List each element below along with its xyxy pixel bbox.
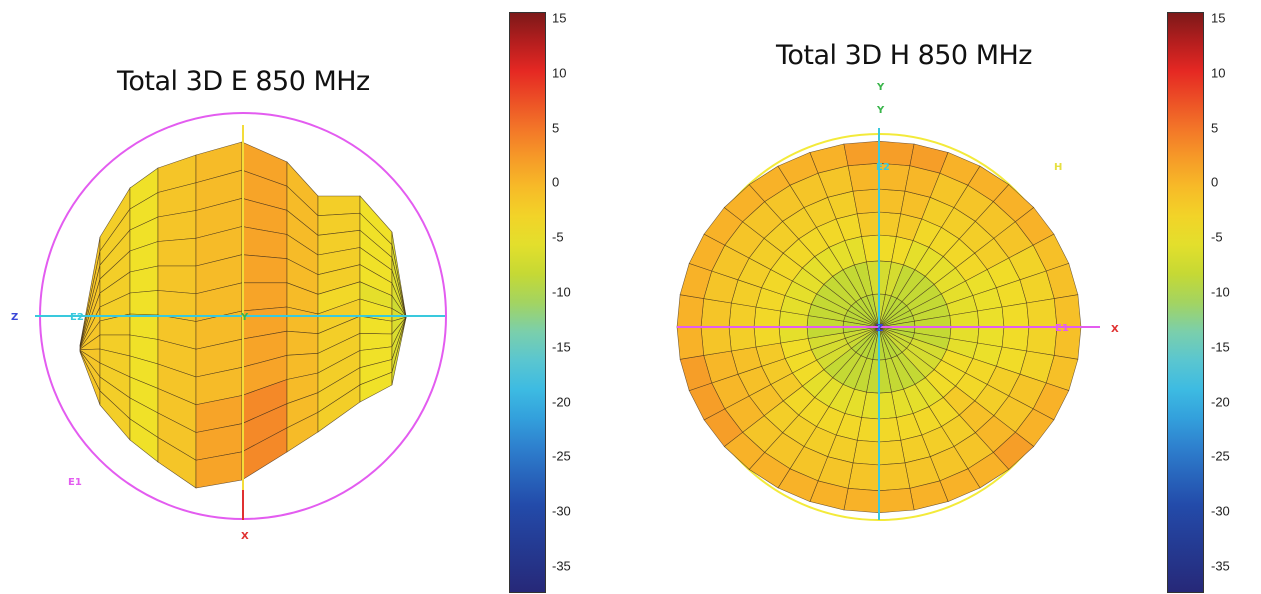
mesh-cell: [286, 330, 319, 356]
pattern-plot-h: Y Y E2 H E1 X Z: [676, 82, 1119, 521]
colorbar-tick: -5: [552, 229, 564, 245]
mesh-cell: [676, 326, 705, 360]
colorbar-tick: 0: [552, 174, 560, 190]
colorbar-tick: -10: [1211, 284, 1230, 300]
mesh-e: [79, 141, 407, 489]
mesh-cell: [852, 188, 880, 215]
chart-title-left: Total 3D E 850 MHz: [117, 66, 370, 97]
colorbar-tick: 5: [1211, 120, 1219, 136]
mesh-cell: [241, 282, 288, 312]
colorbar-ticks-right: 15 10 5 0 -5 -10 -15 -20 -25 -30 -35: [1211, 0, 1251, 594]
mesh-cell: [241, 254, 288, 284]
axis-label-z: Z: [876, 323, 883, 334]
axis-label-e1: E1: [1055, 323, 1069, 334]
mesh-h: [676, 140, 1082, 514]
colorbar-tick: -10: [552, 284, 571, 300]
mesh-cell: [157, 237, 197, 267]
axis-label-x: X: [1111, 324, 1119, 335]
mesh-cell: [700, 326, 732, 356]
colorbar-tick: 5: [552, 120, 560, 136]
mesh-cell: [129, 290, 159, 316]
colorbar-left: [509, 12, 546, 593]
axis-label-z: Z: [11, 312, 18, 323]
mesh-cell: [391, 317, 407, 386]
mesh-cell: [1026, 326, 1058, 356]
mesh-cell: [847, 462, 880, 492]
mesh-cell: [157, 265, 197, 295]
colorbar-ticks-left: 15 10 5 0 -5 -10 -15 -20 -25 -30 -35: [552, 0, 592, 594]
mesh-cell: [843, 140, 880, 167]
chart-title-right: Total 3D H 850 MHz: [776, 40, 1032, 71]
mesh-cell: [1026, 298, 1058, 328]
pattern-plot-e: Z E2 E1 X Y: [11, 112, 447, 542]
axis-label-e1: E1: [68, 477, 82, 488]
axis-label-y: Y: [876, 105, 885, 116]
mesh-cell: [317, 195, 361, 216]
colorbar-tick: 10: [1211, 65, 1226, 81]
axis-label-e2: E2: [876, 162, 890, 173]
mesh-cell: [843, 487, 880, 514]
colorbar-tick: -30: [552, 503, 571, 519]
colorbar-tick: -35: [1211, 558, 1230, 574]
colorbar-tick: -20: [552, 394, 571, 410]
colorbar-tick: 15: [552, 10, 567, 26]
colorbar-tick: -25: [1211, 448, 1230, 464]
colorbar-tick: -25: [552, 448, 571, 464]
mesh-cell: [1001, 302, 1030, 328]
mesh-cell: [676, 294, 705, 328]
colorbar-tick: -35: [552, 558, 571, 574]
mesh-cell: [700, 298, 732, 328]
colorbar-tick: 10: [552, 65, 567, 81]
mesh-cell: [878, 439, 906, 466]
mesh-cell: [878, 487, 915, 514]
axis-label-h: H: [1054, 162, 1062, 173]
axis-label-e2: E2: [70, 312, 84, 323]
axis-label-x: X: [241, 531, 249, 542]
colorbar-tick: -15: [552, 339, 571, 355]
mesh-cell: [728, 326, 757, 352]
mesh-cell: [847, 162, 880, 192]
mesh-cell: [878, 462, 911, 492]
axis-label-y: Y: [240, 312, 249, 323]
axis-label-y-top: Y: [876, 82, 885, 93]
colorbar-tick: -5: [1211, 229, 1223, 245]
colorbar-tick: -20: [1211, 394, 1230, 410]
colorbar-tick: 0: [1211, 174, 1219, 190]
colorbar-tick: 15: [1211, 10, 1226, 26]
colorbar-tick: -30: [1211, 503, 1230, 519]
colorbar-tick: -15: [1211, 339, 1230, 355]
colorbar-right: [1167, 12, 1204, 593]
